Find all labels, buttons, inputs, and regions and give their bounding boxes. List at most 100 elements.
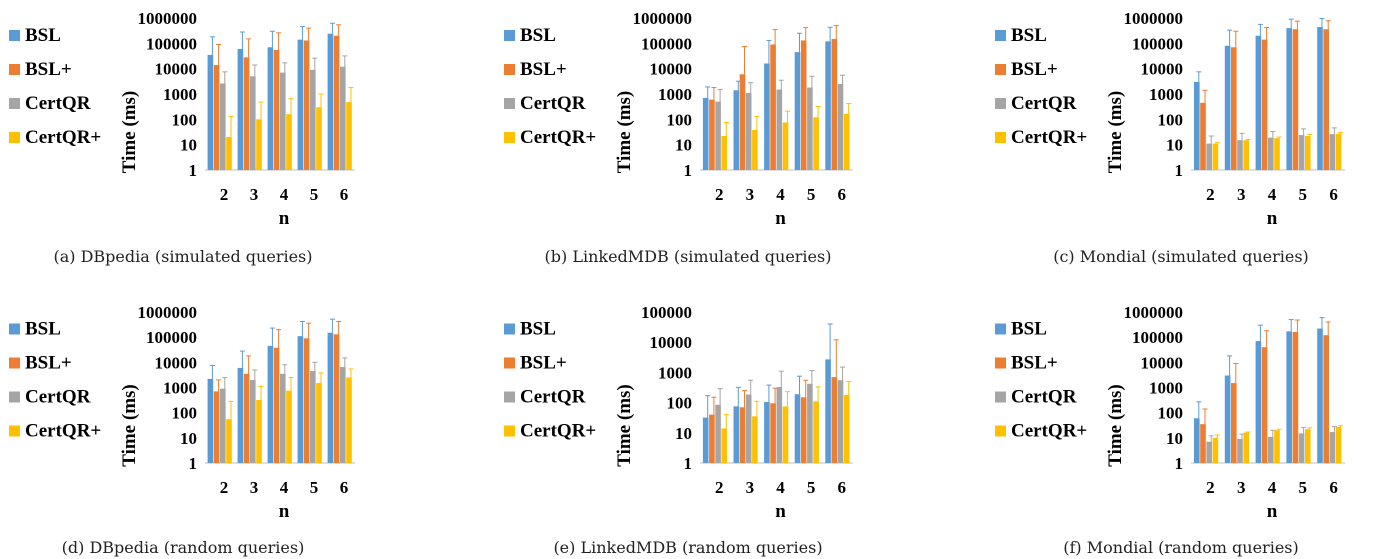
legend-label: BSL+ [520,353,567,374]
error-bar [766,39,772,64]
legend-item: BSL [995,25,1047,46]
legend-swatch [995,323,1006,335]
error-bar [1325,321,1331,336]
x-tick-label: 4 [1268,185,1277,204]
x-tick-label: 5 [1299,478,1308,497]
y-tick-label: 100000 [146,34,197,53]
chart-panel-3: 1 10 100 1000 10000 100000 1000000 Time (ms) 2 3 4… [995,9,1345,266]
legend-label: BSL [1011,319,1047,340]
error-bar [269,30,275,48]
legend-swatch [9,323,20,335]
chart-panel-5: 1 10 100 1000 10000 100000 Time (ms) 2 3 4 5 6 n BSL B… [504,303,853,557]
bar-certqr-n5 [1298,135,1305,170]
bar-certqr-plus-n2 [1212,437,1219,463]
y-tick-label: 1 [684,454,693,473]
bar-certqr-n6 [1329,432,1336,463]
bar-bsl-plus-n5 [303,338,310,463]
error-bar [1245,431,1251,433]
error-bar [748,379,754,395]
error-bar [246,355,252,374]
bar-certqr-n6 [1329,134,1336,170]
bar-bsl-plus-n2 [213,64,220,170]
bar-bsl-plus-n4 [770,403,776,463]
legend-swatch [995,391,1006,403]
legend-label: BSL [520,25,556,46]
error-bar [209,36,215,55]
bar-bsl-plus-n6 [333,334,340,463]
bar-certqr-n3 [745,394,752,463]
legend-swatch [995,98,1006,109]
error-bar [833,339,839,378]
error-bar [246,38,252,58]
bar-certqr-plus-n4 [1274,138,1280,170]
error-bar [1202,408,1208,425]
y-tick-label: 10 [180,136,197,155]
error-bar [1288,319,1294,332]
error-bar [258,101,264,120]
bar-bsl-n6 [825,359,831,463]
legend-item: CertQR [995,93,1077,114]
error-bar [252,369,258,380]
y-tick-label: 10000 [155,353,198,372]
y-tick-label: 1000000 [1124,303,1184,322]
bar-certqr-n6 [837,83,844,170]
legend-label: CertQR [520,387,586,408]
error-bar [840,74,845,84]
legend-swatch [9,30,20,41]
x-axis-title: n [1267,501,1278,522]
legend-item: BSL+ [9,59,72,80]
bar-bsl-n4 [764,63,770,170]
x-tick-label: 2 [1206,478,1215,497]
error-bar [785,110,790,123]
bar-bsl-plus-n3 [243,373,250,463]
y-tick-label: 10 [1166,136,1183,155]
bar-certqr-plus-n5 [813,117,819,170]
x-tick-label: 2 [715,478,724,497]
legend-item: BSL [9,319,61,340]
error-bar [282,364,288,374]
y-tick-label: 1000 [163,379,197,398]
bar-bsl-plus-n3 [739,74,746,170]
legend-item: BSL+ [504,59,567,80]
bar-bsl-n2 [1194,81,1200,170]
error-bar [1196,401,1202,419]
bar-bsl-plus-n5 [1292,29,1299,170]
error-bar [342,357,348,368]
y-tick-label: 1000000 [138,303,198,322]
x-tick-label: 3 [1237,478,1246,497]
legend-swatch [9,391,20,403]
legend-label: BSL+ [520,59,567,80]
bar-certqr-n3 [745,92,752,170]
error-bar [258,385,264,400]
bar-bsl-plus-n4 [770,44,776,170]
bar-bsl-plus-n6 [1323,29,1329,170]
bar-certqr-plus-n6 [1335,133,1342,170]
bar-certqr-plus-n5 [316,383,322,463]
bar-bsl-n5 [297,336,304,463]
y-tick-label: 1000000 [1124,9,1184,28]
legend-label: CertQR [25,93,91,114]
bar-bsl-n2 [1194,418,1200,463]
chart-caption: (f) Mondial (random queries) [1063,538,1298,557]
y-tick-label: 100 [667,394,693,413]
bar-bsl-n3 [733,90,740,170]
y-tick-label: 1 [1175,454,1184,473]
bar-certqr-plus-n4 [782,122,789,170]
legend-item: CertQR+ [9,127,101,148]
x-axis-title: n [279,501,290,522]
error-bar [1264,330,1270,348]
legend-label: BSL [520,319,556,340]
bar-bsl-plus-n2 [709,99,715,170]
error-bar [216,43,222,65]
bar-bsl-plus-n3 [243,57,250,170]
legend-item: BSL+ [995,353,1058,374]
error-bar [1294,319,1300,333]
bar-bsl-plus-n6 [1323,335,1329,463]
bar-bsl-n3 [237,48,244,170]
bar-certqr-n4 [1268,436,1274,463]
bar-certqr-n3 [1237,438,1243,463]
bar-bsl-n6 [1317,27,1323,170]
bar-bsl-n2 [702,417,709,463]
error-bar [1227,29,1233,46]
bar-bsl-plus-n5 [1292,332,1299,463]
